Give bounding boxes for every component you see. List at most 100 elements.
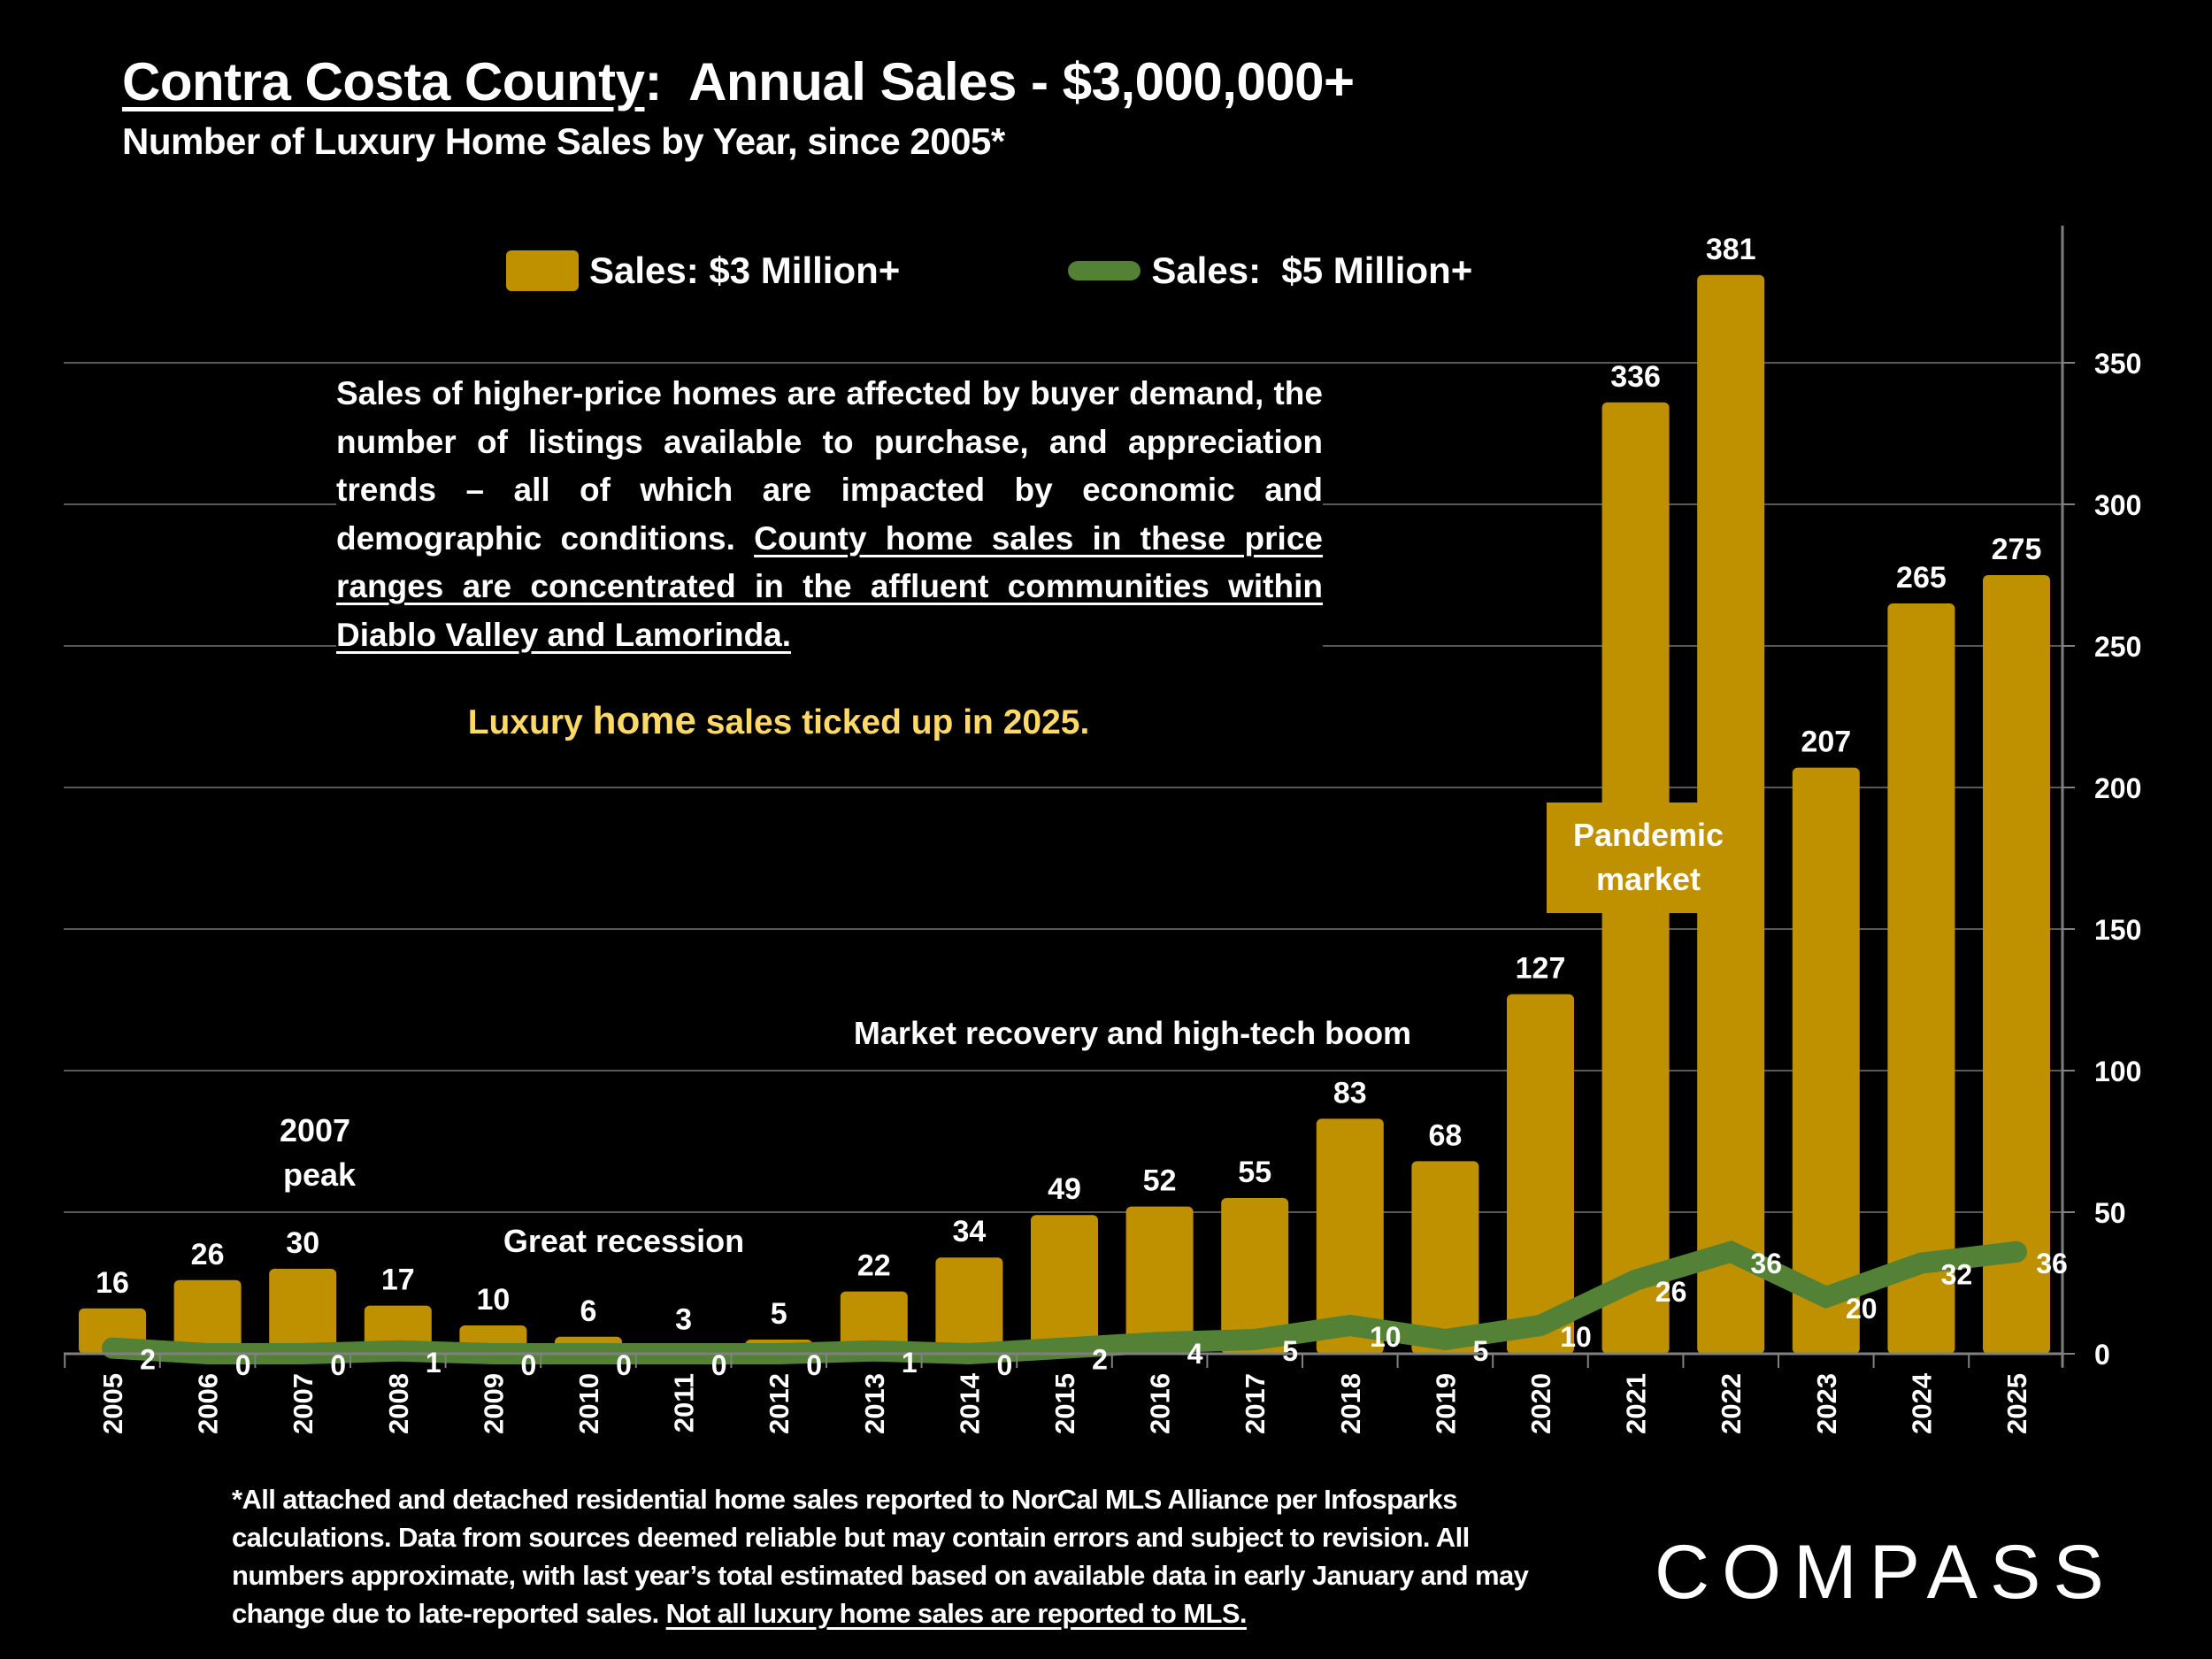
x-tick-label: 2018 xyxy=(1335,1373,1366,1434)
x-tick-label: 2023 xyxy=(1811,1373,1842,1434)
compass-logo: COMPASS xyxy=(1655,1529,2116,1617)
pandemic-label-line: Pandemic xyxy=(1572,817,1724,853)
x-tick-label: 2019 xyxy=(1430,1373,1461,1434)
x-tick-label: 2009 xyxy=(478,1373,509,1434)
x-tick-label: 2015 xyxy=(1049,1373,1080,1434)
bar-value-label: 5 xyxy=(771,1297,787,1331)
bar xyxy=(1792,767,1860,1354)
bar-value-label: 381 xyxy=(1706,233,1756,266)
bar-value-label: 207 xyxy=(1801,726,1851,759)
bar-value-label: 52 xyxy=(1143,1164,1177,1198)
bar-value-label: 55 xyxy=(1238,1156,1271,1189)
line-value-label: 0 xyxy=(235,1349,251,1381)
bar-value-label: 16 xyxy=(96,1266,129,1300)
x-tick-label: 2012 xyxy=(764,1373,795,1434)
annotation-pandemic-market: Pandemic market xyxy=(1547,803,1750,913)
pandemic-label: Pandemic market xyxy=(1547,813,1750,902)
bar xyxy=(1507,994,1574,1354)
bar-value-label: 336 xyxy=(1610,360,1661,394)
bar xyxy=(1983,575,2050,1354)
x-tick-label: 2007 xyxy=(288,1373,319,1434)
x-tick-label: 2008 xyxy=(383,1373,414,1434)
bar-value-label: 26 xyxy=(191,1238,225,1271)
line-value-label: 10 xyxy=(1370,1321,1402,1353)
line-value-label: 4 xyxy=(1187,1338,1203,1370)
x-tick-label: 2024 xyxy=(1906,1372,1937,1434)
bar-value-label: 10 xyxy=(476,1283,510,1317)
line-value-label: 36 xyxy=(2036,1248,2068,1279)
footnote-plain: *All attached and detached residential h… xyxy=(232,1484,1529,1629)
line-value-label: 1 xyxy=(902,1347,918,1379)
line-value-label: 2 xyxy=(1092,1344,1108,1376)
bar xyxy=(173,1279,242,1354)
line-value-label: 0 xyxy=(711,1349,727,1381)
bar xyxy=(935,1257,1003,1354)
title-rest: : Annual Sales - $3,000,000+ xyxy=(644,52,1356,111)
annotation-market-recovery: Market recovery and high-tech boom xyxy=(854,1015,1411,1051)
line-value-label: 32 xyxy=(1941,1259,1973,1291)
annotation-great-recession: Great recession xyxy=(503,1223,744,1259)
x-tick-label: 2005 xyxy=(97,1373,128,1434)
bar xyxy=(1125,1206,1194,1354)
footnote-underlined: Not all luxury home sales are reported t… xyxy=(665,1598,1248,1629)
bar-value-label: 30 xyxy=(286,1226,319,1260)
x-tick-label: 2013 xyxy=(859,1373,890,1434)
y-tick-label: 250 xyxy=(2094,631,2141,663)
y-tick-label: 300 xyxy=(2094,489,2141,521)
bar-value-label: 22 xyxy=(857,1249,891,1283)
pandemic-label-line: market xyxy=(1595,861,1701,897)
bar-value-label: 49 xyxy=(1048,1172,1081,1206)
y-tick-label: 100 xyxy=(2094,1056,2141,1087)
x-tick-label: 2020 xyxy=(1525,1373,1556,1434)
bar-value-label: 6 xyxy=(580,1294,597,1328)
x-tick-label: 2017 xyxy=(1240,1373,1271,1434)
legend-item-5m: Sales: $5 Million+ xyxy=(900,250,1472,292)
bar-value-label: 275 xyxy=(1992,533,2042,566)
x-tick-label: 2016 xyxy=(1145,1373,1176,1434)
line-value-label: 36 xyxy=(1750,1248,1782,1279)
line-value-label: 0 xyxy=(330,1349,346,1381)
x-tick-label: 2006 xyxy=(193,1373,224,1434)
annotations: 2007 peak Great recession Market recover… xyxy=(280,1015,1411,1259)
bar xyxy=(1887,603,1955,1354)
y-tick-label: 350 xyxy=(2094,348,2141,380)
line-value-label: 2 xyxy=(140,1344,156,1376)
x-tick-label: 2025 xyxy=(2001,1373,2032,1434)
legend-item-3m: Sales: $3 Million+ xyxy=(506,250,900,292)
bar-value-label: 127 xyxy=(1516,952,1566,986)
page-title: Contra Costa County: Annual Sales - $3,0… xyxy=(122,51,1355,112)
line-value-label: 5 xyxy=(1473,1335,1489,1367)
title-county: Contra Costa County xyxy=(122,52,645,111)
legend-label-5m: Sales: $5 Million+ xyxy=(1151,250,1473,291)
line-value-label: 10 xyxy=(1560,1321,1592,1353)
bar xyxy=(840,1291,908,1354)
highlight-part1: Luxury xyxy=(467,703,593,741)
bar-value-label: 17 xyxy=(381,1263,415,1297)
legend-label-3m: Sales: $3 Million+ xyxy=(589,250,901,291)
x-tick-label: 2010 xyxy=(573,1373,604,1434)
line-value-label: 0 xyxy=(997,1349,1013,1381)
line-value-label: 1 xyxy=(426,1347,442,1379)
axes: 0 50 100 150 200 250 300 350 xyxy=(64,226,2141,1371)
line-value-label: 0 xyxy=(521,1349,537,1381)
annotation-2007-peak-line1: 2007 xyxy=(280,1112,350,1148)
y-tick-label: 200 xyxy=(2094,772,2141,804)
line-value-label: 26 xyxy=(1655,1276,1687,1308)
line-value-label: 5 xyxy=(1282,1335,1298,1367)
bar-value-label: 68 xyxy=(1428,1118,1462,1152)
commentary-underlined: County home sales in these price ranges … xyxy=(336,519,1323,653)
x-tick-label: 2021 xyxy=(1621,1373,1652,1434)
data-labels: 1620052620063020071720081020096201032011… xyxy=(96,233,2068,1434)
bar-value-label: 265 xyxy=(1896,561,1947,595)
highlight-text: Luxury home sales ticked up in 2025. xyxy=(336,699,1221,743)
bar xyxy=(1221,1198,1289,1354)
highlight-part3: sales ticked up in 2025. xyxy=(695,703,1090,741)
commentary-plain: Sales of higher-price homes are affected… xyxy=(336,375,1323,557)
bar-value-label: 3 xyxy=(675,1302,692,1336)
line-value-label: 0 xyxy=(616,1349,632,1381)
bar xyxy=(1316,1118,1384,1354)
x-tick-label: 2011 xyxy=(669,1373,700,1432)
y-tick-label: 150 xyxy=(2094,914,2141,946)
commentary-text: Sales of higher-price homes are affected… xyxy=(336,370,1323,659)
highlight-part2: home xyxy=(592,699,696,742)
